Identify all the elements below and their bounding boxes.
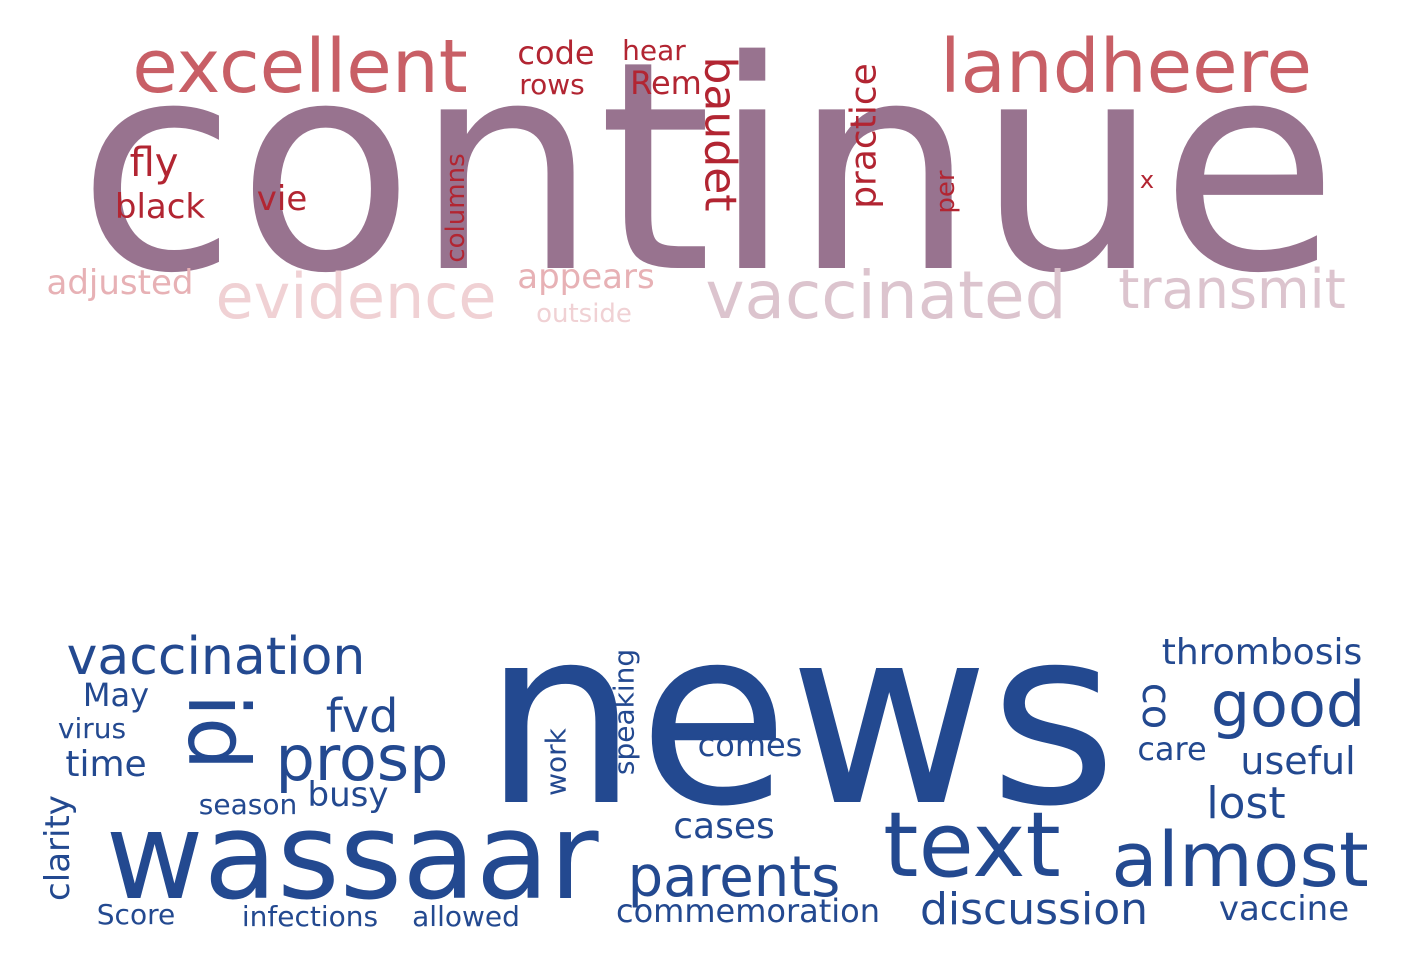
word-black: black [115, 187, 206, 227]
word-discussion: discussion [920, 884, 1148, 935]
word-baudet: baudet [695, 56, 746, 211]
word-fvd: fvd [326, 689, 399, 743]
word-x: x [1140, 166, 1154, 194]
word-outside: outside [536, 299, 632, 329]
word-rows: rows [519, 68, 585, 101]
word-prosp: prosp [275, 722, 448, 795]
word-rem: Rem [630, 64, 702, 102]
word-vie: vie [257, 179, 308, 219]
word-useful: useful [1240, 739, 1355, 783]
word-almost: almost [1111, 815, 1369, 904]
word-care: care [1137, 730, 1206, 768]
word-comes: comes [698, 726, 803, 764]
word-season: season [199, 788, 297, 821]
word-columns: columns [441, 153, 471, 262]
word-parents: parents [628, 845, 841, 910]
word-fly: fly [130, 140, 179, 186]
word-continue: continue [78, 0, 1339, 337]
word-time: time [65, 744, 146, 785]
word-news: news [483, 575, 1117, 860]
word-vaccine: vaccine [1219, 889, 1349, 929]
word-excellent: excellent [132, 24, 468, 110]
word-cases: cases [673, 806, 775, 847]
word-commemoration: commemoration [616, 892, 880, 930]
word-per: per [931, 170, 961, 214]
word-id: id [169, 694, 267, 771]
word-may: May [83, 676, 149, 714]
word-practice: practice [844, 63, 885, 209]
word-vaccinated: vaccinated [705, 257, 1066, 334]
word-appears: appears [517, 257, 654, 297]
word-hear: hear [622, 34, 686, 67]
word-adjusted: adjusted [47, 263, 194, 303]
word-vaccination: vaccination [67, 627, 366, 687]
word-score: Score [97, 898, 175, 931]
word-lost: lost [1206, 778, 1285, 829]
word-transmit: transmit [1118, 258, 1346, 321]
word-infections: infections [242, 900, 378, 933]
word-evidence: evidence [215, 260, 496, 333]
word-code: code [517, 34, 594, 72]
word-virus: virus [58, 712, 126, 745]
word-clarity: clarity [38, 795, 78, 901]
word-wassaar: wassaar [105, 788, 599, 927]
word-speaking: speaking [608, 649, 641, 775]
word-work: work [540, 727, 573, 796]
word-allowed: allowed [412, 900, 520, 933]
word-good: good [1211, 668, 1366, 741]
word-co: co [1133, 683, 1179, 729]
word-text: text [883, 793, 1061, 898]
word-busy: busy [308, 775, 389, 815]
word-landheere: landheere [940, 24, 1312, 110]
word-thrombosis: thrombosis [1162, 632, 1362, 673]
